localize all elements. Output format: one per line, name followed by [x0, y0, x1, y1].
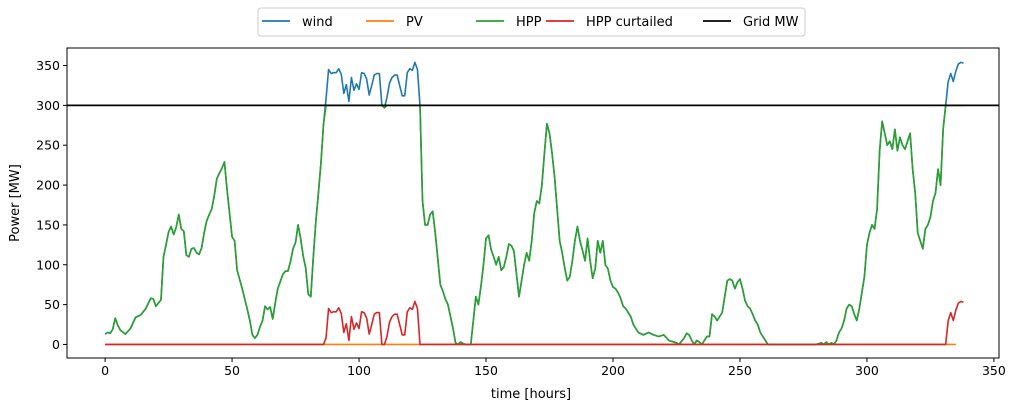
- y-tick-label: 50: [44, 297, 60, 312]
- legend-label-grid-mw: Grid MW: [743, 15, 799, 30]
- x-tick-label: 50: [224, 363, 240, 378]
- x-tick-label: 200: [601, 363, 625, 378]
- y-tick-label: 350: [36, 58, 60, 73]
- y-tick-label: 100: [36, 257, 60, 272]
- x-tick-label: 350: [982, 363, 1006, 378]
- x-tick-label: 300: [855, 363, 879, 378]
- x-axis-label: time [hours]: [491, 387, 571, 402]
- x-axis-ticks: 0 50 100 150 200 250 300 350: [101, 358, 1006, 378]
- x-tick-label: 150: [474, 363, 498, 378]
- legend-label-pv: PV: [406, 15, 423, 30]
- series-line-hpp: [104, 104, 964, 346]
- y-axis-label: Power [MW]: [8, 164, 23, 242]
- legend-label-hpp: HPP: [516, 15, 542, 30]
- y-tick-label: 150: [36, 217, 60, 232]
- y-tick-label: 200: [36, 178, 60, 193]
- y-tick-label: 250: [36, 138, 60, 153]
- legend: wind PV HPP HPP curtailed Grid MW: [257, 7, 806, 37]
- x-tick-label: 250: [728, 363, 752, 378]
- legend-label-hpp-curtailed: HPP curtailed: [586, 15, 673, 30]
- plot-frame: [66, 47, 1000, 359]
- series-layer: [67, 61, 999, 346]
- x-tick-label: 100: [347, 363, 371, 378]
- plot-area: [66, 47, 1000, 359]
- legend-frame: [257, 7, 806, 37]
- legend-label-wind: wind: [302, 15, 333, 30]
- y-tick-label: 0: [52, 337, 60, 352]
- series-line-hpp-curtailed: [105, 300, 964, 346]
- y-tick-label: 300: [36, 98, 60, 113]
- y-axis-ticks: 0 50 100 150 200 250 300 350: [36, 58, 67, 352]
- x-tick-label: 0: [101, 363, 109, 378]
